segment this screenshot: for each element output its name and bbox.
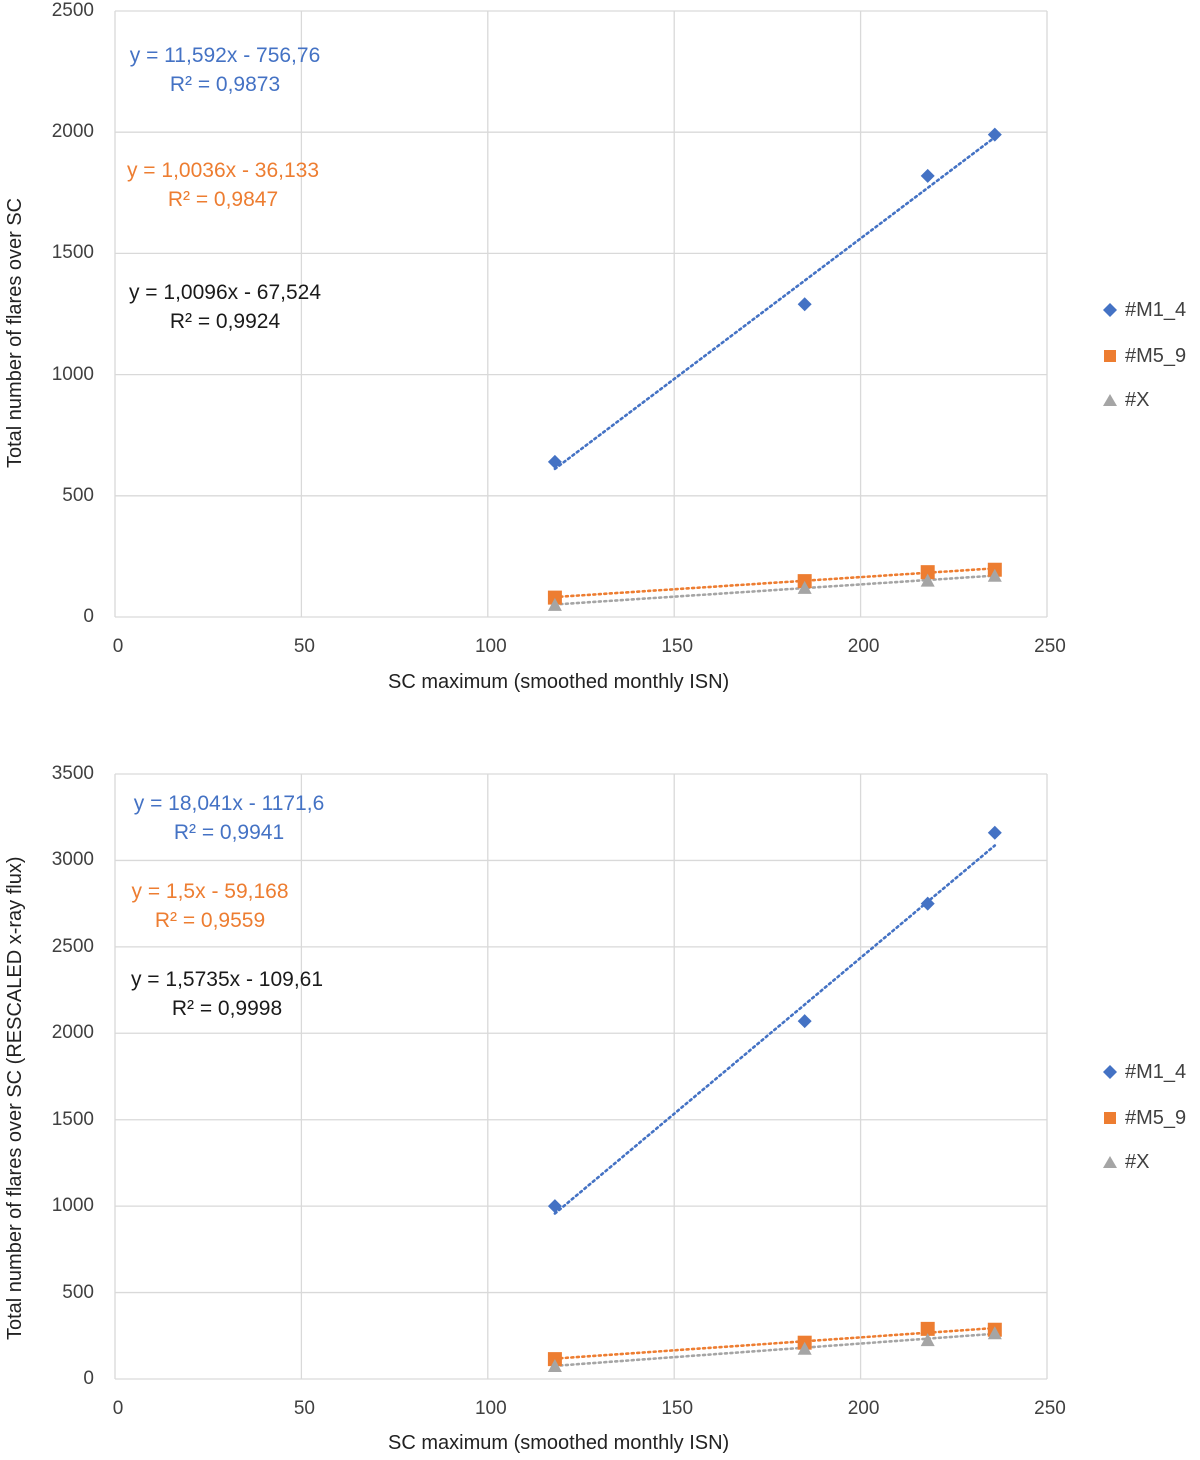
r-squared-text: R² = 0,9998 [171, 997, 283, 1020]
legend-label: #M1_4 [1125, 1060, 1187, 1083]
data-point-m5-9 [547, 590, 562, 605]
legend-label: #X [1125, 388, 1150, 411]
equation-text: y = 11,592x - 756,76 [129, 44, 321, 67]
chart-flares-over-sc: SC maximum (smoothed monthly ISN) Total … [0, 0, 1200, 720]
data-point-m5-9 [920, 565, 935, 580]
data-point-m1-4 [547, 454, 562, 469]
y-tick-label: 2000 [51, 121, 94, 143]
trendline-x [553, 1332, 997, 1368]
legend-item-m5-9: #M5_9 [1103, 341, 1186, 371]
equation-m5-9: y = 1,0036x - 36,133 R² = 0,9847 [118, 156, 328, 214]
x-tick-label: 0 [112, 1398, 124, 1419]
r-squared-text: R² = 0,9873 [169, 73, 281, 96]
x-axis-title: SC maximum (smoothed monthly ISN) [388, 1432, 730, 1454]
data-point-x [987, 1326, 1002, 1340]
y-tick-label: 500 [62, 1281, 94, 1303]
x-tick-label: 0 [112, 636, 124, 657]
legend-label: #M1_4 [1125, 298, 1187, 321]
equation-text: y = 1,5x - 59,168 [131, 880, 289, 903]
r-squared-text: R² = 0,9941 [173, 821, 285, 844]
y-axis-title: Total number of flares over SC (RESCALED… [4, 856, 26, 1341]
x-tick-label: 50 [293, 636, 315, 657]
equation-text: y = 1,5735x - 109,61 [130, 968, 324, 991]
chart-canvas [114, 773, 1048, 1380]
legend-item-m1-4: #M1_4 [1103, 295, 1186, 325]
data-point-m5-9 [920, 1321, 935, 1336]
data-point-x [987, 568, 1002, 582]
data-point-m1-4 [797, 1014, 812, 1029]
data-point-x [547, 597, 562, 611]
x-tick-label: 200 [847, 1398, 880, 1419]
r-squared-text: R² = 0,9847 [167, 188, 279, 211]
equation-m5-9: y = 1,5x - 59,168 R² = 0,9559 [105, 877, 315, 935]
y-tick-label: 1500 [51, 242, 94, 264]
x-tick-label: 200 [847, 636, 880, 657]
diamond-icon [1103, 1065, 1117, 1079]
equation-text: y = 1,0036x - 36,133 [126, 159, 320, 182]
data-point-x [797, 580, 812, 594]
equation-text: y = 18,041x - 1171,6 [133, 792, 325, 815]
x-tick-label: 250 [1034, 1398, 1066, 1419]
y-tick-label: 1000 [51, 363, 94, 385]
r-squared-text: R² = 0,9924 [169, 310, 281, 333]
x-tick-label: 150 [661, 636, 694, 657]
equation-x: y = 1,0096x - 67,524 R² = 0,9924 [120, 278, 330, 336]
x-tick-label: 150 [661, 1398, 694, 1419]
legend-item-x: #X [1103, 1147, 1149, 1177]
data-point-x [797, 1341, 812, 1355]
data-point-m1-4 [797, 297, 812, 312]
legend-label: #X [1125, 1150, 1150, 1173]
equation-m1-4: y = 11,592x - 756,76 R² = 0,9873 [120, 41, 330, 99]
chart-flares-over-sc-rescaled: SC maximum (smoothed monthly ISN) Total … [0, 730, 1200, 1460]
x-tick-label: 100 [474, 1398, 507, 1419]
diamond-icon [1103, 303, 1117, 317]
y-tick-label: 2000 [51, 1022, 94, 1044]
y-tick-label: 0 [83, 1368, 94, 1389]
equation-x: y = 1,5735x - 109,61 R² = 0,9998 [122, 965, 332, 1023]
x-tick-label: 250 [1034, 636, 1066, 657]
legend-item-x: #X [1103, 385, 1149, 415]
y-tick-label: 500 [62, 484, 94, 506]
legend: #M1_4 #M5_9 #X [1103, 295, 1200, 415]
y-tick-label: 1500 [51, 1108, 94, 1130]
square-icon [1103, 349, 1117, 363]
y-tick-label: 2500 [51, 935, 94, 957]
x-tick-label: 50 [293, 1398, 315, 1419]
trendline-x [553, 574, 997, 606]
legend-item-m1-4: #M1_4 [1103, 1057, 1186, 1087]
equation-text: y = 1,0096x - 67,524 [128, 281, 322, 304]
trendline-m1-4 [553, 844, 997, 1215]
data-point-m1-4 [547, 1199, 562, 1214]
data-point-x [547, 1359, 562, 1373]
y-tick-label: 3000 [51, 849, 94, 871]
y-tick-label: 1000 [51, 1195, 94, 1217]
data-point-m1-4 [987, 127, 1002, 142]
x-tick-label: 100 [474, 636, 507, 657]
y-axis-title: Total number of flares over SC [4, 197, 26, 468]
data-point-m1-4 [920, 168, 935, 183]
legend-item-m5-9: #M5_9 [1103, 1103, 1186, 1133]
trendline-m1-4 [553, 136, 997, 471]
legend: #M1_4 #M5_9 #X [1103, 1057, 1200, 1177]
legend-label: #M5_9 [1125, 344, 1187, 367]
x-axis-title: SC maximum (smoothed monthly ISN) [388, 671, 730, 693]
triangle-icon [1103, 1155, 1117, 1169]
legend-label: #M5_9 [1125, 1106, 1187, 1129]
r-squared-text: R² = 0,9559 [154, 909, 266, 932]
y-tick-label: 3500 [51, 763, 94, 784]
data-point-m1-4 [987, 825, 1002, 840]
y-tick-label: 2500 [51, 0, 94, 21]
data-point-x [920, 1333, 935, 1347]
data-point-m1-4 [920, 896, 935, 911]
chart-canvas [114, 10, 1048, 618]
equation-m1-4: y = 18,041x - 1171,6 R² = 0,9941 [124, 789, 334, 847]
triangle-icon [1103, 393, 1117, 407]
y-tick-label: 0 [83, 606, 94, 627]
square-icon [1103, 1111, 1117, 1125]
data-point-x [920, 573, 935, 587]
